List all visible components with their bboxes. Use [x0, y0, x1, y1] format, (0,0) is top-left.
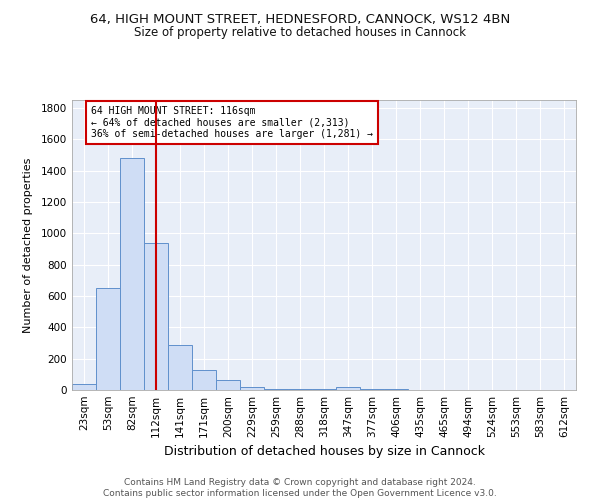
Bar [144, 242, 168, 390]
Bar [312, 389, 336, 390]
Bar [192, 370, 216, 390]
Text: Contains HM Land Registry data © Crown copyright and database right 2024.
Contai: Contains HM Land Registry data © Crown c… [103, 478, 497, 498]
Bar [96, 288, 120, 390]
X-axis label: Distribution of detached houses by size in Cannock: Distribution of detached houses by size … [163, 446, 485, 458]
Bar [216, 380, 240, 390]
Bar [240, 386, 264, 390]
Bar [72, 384, 96, 390]
Bar [264, 388, 288, 390]
Text: 64 HIGH MOUNT STREET: 116sqm
← 64% of detached houses are smaller (2,313)
36% of: 64 HIGH MOUNT STREET: 116sqm ← 64% of de… [91, 106, 373, 140]
Bar [336, 387, 360, 390]
Bar [360, 389, 384, 390]
Bar [120, 158, 144, 390]
Bar [288, 389, 312, 390]
Text: 64, HIGH MOUNT STREET, HEDNESFORD, CANNOCK, WS12 4BN: 64, HIGH MOUNT STREET, HEDNESFORD, CANNO… [90, 12, 510, 26]
Y-axis label: Number of detached properties: Number of detached properties [23, 158, 32, 332]
Text: Size of property relative to detached houses in Cannock: Size of property relative to detached ho… [134, 26, 466, 39]
Bar [168, 346, 192, 390]
Bar [384, 389, 408, 390]
